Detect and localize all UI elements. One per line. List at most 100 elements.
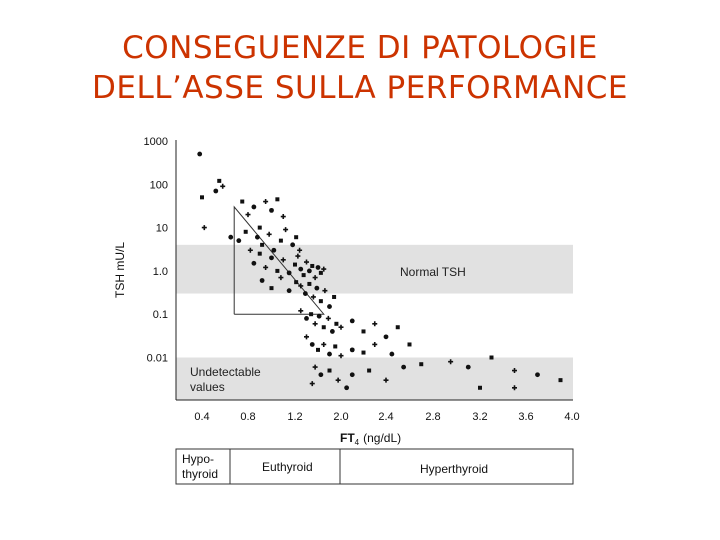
data-point <box>283 227 289 233</box>
data-point <box>240 199 245 204</box>
data-point <box>535 372 540 378</box>
data-point <box>448 359 454 365</box>
data-point <box>280 257 286 263</box>
undetectable-band-label-line-1: Undetectable <box>190 365 261 379</box>
data-point <box>251 260 257 266</box>
x-axis-label-subscript: 4 <box>355 438 360 447</box>
data-point <box>309 312 314 317</box>
data-point <box>316 347 320 352</box>
data-point <box>197 151 203 157</box>
data-point <box>332 294 337 299</box>
data-point <box>302 291 308 296</box>
data-point <box>349 372 355 378</box>
data-point <box>286 288 292 294</box>
slide-title: CONSEGUENZE DI PATOLOGIE DELL’ASSE SULLA… <box>0 28 720 108</box>
data-point <box>349 347 355 353</box>
x-axis-label-unit: (ng/dL) <box>363 431 401 445</box>
data-point <box>260 242 265 247</box>
data-point <box>220 183 226 189</box>
slide-title-line-1: CONSEGUENZE DI PATOLOGIE <box>122 30 598 66</box>
data-point <box>318 299 323 304</box>
data-point <box>213 188 219 194</box>
normal-tsh-band <box>176 244 573 294</box>
data-point <box>325 315 331 321</box>
data-point <box>269 207 274 213</box>
y-tick-label: 1.0 <box>153 266 168 278</box>
data-point <box>271 247 277 253</box>
data-point <box>389 351 395 357</box>
x-tick-label: 0.8 <box>240 411 255 423</box>
classification-table: Hypo- thyroid Euthyroid Hyperthyroid <box>175 448 574 485</box>
data-point <box>361 350 366 355</box>
data-point <box>278 238 283 243</box>
x-axis-label-main: FT <box>340 431 355 445</box>
data-point <box>395 325 400 330</box>
data-point <box>329 329 335 334</box>
data-point <box>257 251 262 256</box>
x-tick-label: 2.4 <box>378 411 393 423</box>
data-point <box>361 329 366 334</box>
data-point <box>401 364 407 370</box>
data-point <box>310 294 316 300</box>
data-point <box>321 266 327 272</box>
data-point <box>321 325 326 330</box>
data-point <box>200 195 204 200</box>
data-points-layer <box>197 151 563 391</box>
data-point <box>280 214 286 220</box>
data-point <box>294 235 299 240</box>
data-point <box>304 259 309 265</box>
data-point <box>304 334 309 340</box>
data-point <box>327 351 332 357</box>
data-point <box>286 270 292 276</box>
undetectable-band <box>176 357 573 400</box>
data-point <box>322 288 328 294</box>
table-cell-hypothyroid-line-1: Hypo- <box>182 452 214 466</box>
data-point <box>278 275 284 281</box>
data-point <box>228 234 234 240</box>
data-point <box>310 263 315 268</box>
data-point <box>465 364 471 370</box>
y-tick-labels: 1000 100 10 1.0 0.1 0.01 <box>144 136 168 365</box>
data-point <box>407 342 412 347</box>
data-point <box>306 268 312 274</box>
data-point <box>298 308 304 314</box>
data-point <box>201 225 207 231</box>
data-point <box>419 362 424 367</box>
data-point <box>309 342 315 347</box>
data-point <box>367 368 372 373</box>
table-cell-euthyroid: Euthyroid <box>262 460 313 474</box>
data-point <box>243 229 248 234</box>
x-tick-label: 0.4 <box>194 411 209 423</box>
data-point <box>251 204 257 210</box>
data-point <box>372 341 378 347</box>
data-point <box>334 321 339 326</box>
data-point <box>298 283 304 289</box>
data-point <box>318 270 323 275</box>
data-point <box>316 313 322 319</box>
reference-curve <box>233 205 325 315</box>
axes-layer <box>175 140 573 401</box>
data-point <box>383 334 389 340</box>
data-point <box>372 321 378 327</box>
data-point <box>327 304 332 309</box>
data-point <box>312 275 318 281</box>
data-point <box>327 368 332 373</box>
data-point <box>245 212 251 218</box>
reference-curve-layer <box>233 205 325 315</box>
x-tick-label: 3.2 <box>472 411 487 423</box>
data-point <box>269 286 274 291</box>
data-point <box>335 377 341 383</box>
data-point <box>314 285 320 291</box>
data-point <box>489 355 494 360</box>
normal-tsh-band-label: Normal TSH <box>400 265 466 279</box>
data-point <box>512 385 517 391</box>
data-point <box>290 242 296 248</box>
y-tick-label: 100 <box>150 179 168 191</box>
data-point <box>309 381 315 387</box>
undetectable-band-label-line-2: values <box>190 380 225 394</box>
data-point <box>259 278 265 283</box>
x-tick-label: 3.6 <box>518 411 533 423</box>
data-point <box>315 265 321 270</box>
data-point <box>338 324 344 330</box>
data-point <box>383 377 389 383</box>
